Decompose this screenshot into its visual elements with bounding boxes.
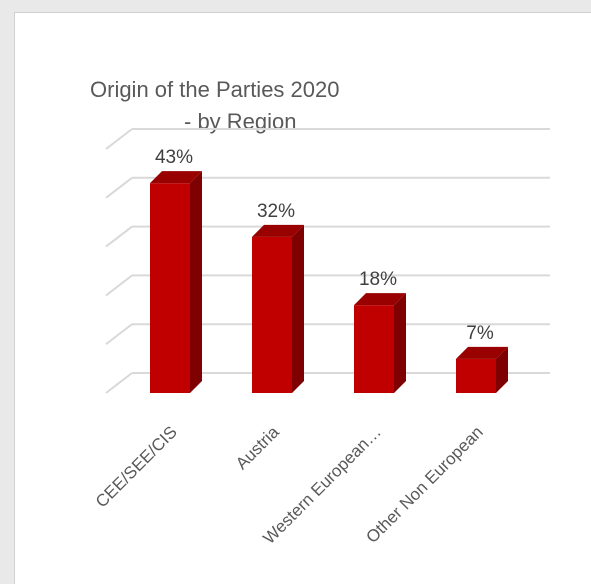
category-label: Other Non European	[362, 422, 486, 546]
bar-front	[456, 358, 496, 393]
gridline-wall	[105, 177, 133, 199]
data-label: 43%	[155, 147, 193, 168]
bars	[150, 171, 508, 393]
bar-front	[354, 305, 394, 393]
chart-title-line-1: Origin of the Parties 2020	[90, 77, 340, 102]
category-label: Austria	[232, 422, 283, 473]
gridline-wall	[105, 323, 133, 345]
bar-side	[496, 346, 508, 393]
bar-side	[190, 171, 202, 393]
bar	[456, 346, 508, 393]
bar-front	[150, 183, 190, 393]
data-label: 32%	[257, 201, 295, 222]
data-label: 7%	[466, 323, 494, 344]
bar	[150, 171, 202, 393]
gridline-wall	[105, 372, 133, 394]
bar-top	[150, 171, 202, 184]
chart-title: Origin of the Parties 2020 - by Region	[90, 42, 410, 170]
gridline-wall	[105, 225, 133, 248]
bar-top	[354, 293, 406, 306]
gridline-wall	[105, 274, 133, 297]
bar-top	[252, 224, 304, 237]
bar	[252, 224, 304, 393]
bar-side	[394, 293, 406, 393]
category-label: CEE/SEE/CIS	[92, 422, 181, 511]
bar-front	[252, 236, 292, 393]
bar	[354, 293, 406, 393]
bar-side	[292, 224, 304, 393]
gridline-wall	[105, 128, 133, 150]
data-label: 18%	[359, 269, 397, 290]
data-labels: 43% 32% 18% 7%	[155, 147, 494, 344]
bar-top	[456, 346, 508, 359]
